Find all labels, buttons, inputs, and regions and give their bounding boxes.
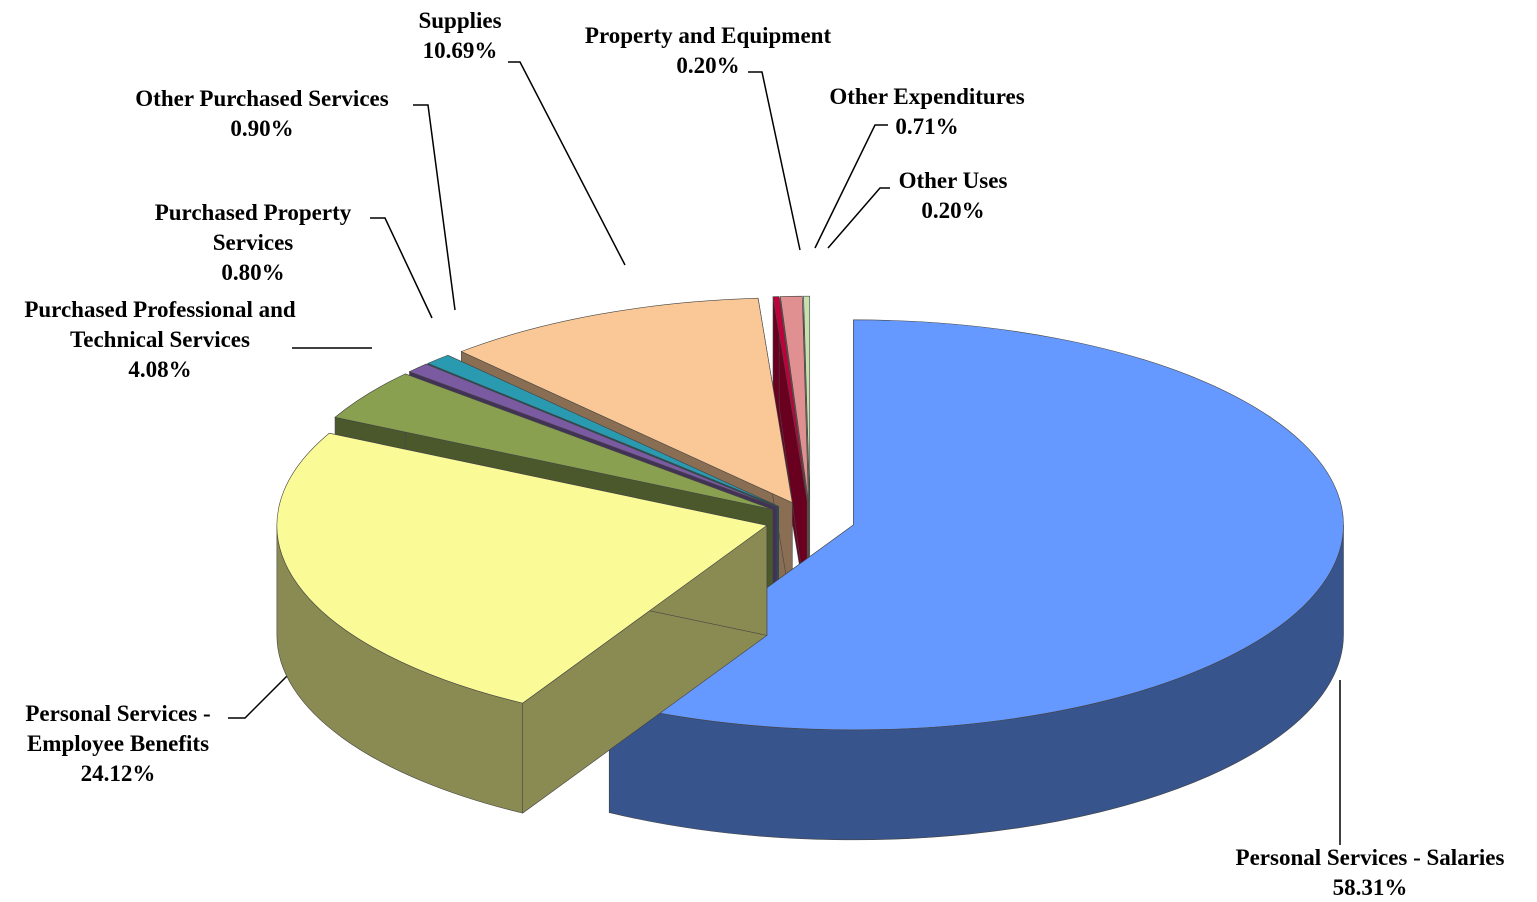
- slice: [334, 373, 773, 510]
- slice: [803, 295, 811, 502]
- value-label: 24.12%: [80, 761, 156, 786]
- slice: [408, 363, 778, 508]
- value-label: 4.08%: [128, 357, 192, 382]
- leader-line: [748, 71, 801, 251]
- slice-label: Supplies 10.69%: [418, 6, 501, 66]
- leader-line: [814, 124, 888, 249]
- slice-label: Property and Equipment 0.20%: [585, 21, 831, 81]
- slice: [772, 296, 808, 502]
- category-label: Personal Services - Salaries: [1235, 845, 1505, 870]
- slice-label: Other Expenditures 0.71%: [829, 82, 1024, 142]
- slice: [276, 432, 768, 704]
- value-label: 58.31%: [1332, 875, 1408, 900]
- slice-label: Purchased Property Services 0.80%: [133, 198, 373, 288]
- slice: [608, 319, 1344, 731]
- value-label: 0.20%: [676, 53, 740, 78]
- slice-label: Other Purchased Services 0.90%: [135, 84, 388, 144]
- category-label: Personal Services - Employee Benefits: [25, 701, 211, 756]
- value-label: 10.69%: [422, 38, 498, 63]
- slice-label: Other Uses 0.20%: [899, 166, 1008, 226]
- value-label: 0.71%: [895, 114, 959, 139]
- category-label: Other Uses: [898, 168, 1008, 193]
- category-label: Property and Equipment: [584, 23, 832, 48]
- category-label: Purchased Professional and Technical Ser…: [24, 297, 296, 352]
- leader-line: [508, 61, 626, 266]
- slice: [427, 354, 779, 507]
- slice-label: Purchased Professional and Technical Ser…: [15, 295, 305, 385]
- leader-lines: [228, 61, 1341, 845]
- slice: [780, 295, 809, 502]
- leader-line: [827, 187, 890, 249]
- category-label: Supplies: [418, 8, 502, 33]
- value-label: 0.90%: [230, 116, 294, 141]
- leader-line: [413, 104, 456, 311]
- slice: [460, 297, 793, 504]
- category-label: Purchased Property Services: [154, 200, 352, 255]
- category-label: Other Purchased Services: [135, 86, 389, 111]
- slices: [276, 295, 1344, 841]
- slice-label: Personal Services - Employee Benefits 24.…: [2, 699, 234, 789]
- category-label: Other Expenditures: [829, 84, 1025, 109]
- leader-line: [370, 217, 433, 319]
- slice-label: Personal Services - Salaries 58.31%: [1236, 843, 1505, 902]
- value-label: 0.80%: [221, 260, 285, 285]
- value-label: 0.20%: [921, 198, 985, 223]
- leader-line: [228, 674, 289, 719]
